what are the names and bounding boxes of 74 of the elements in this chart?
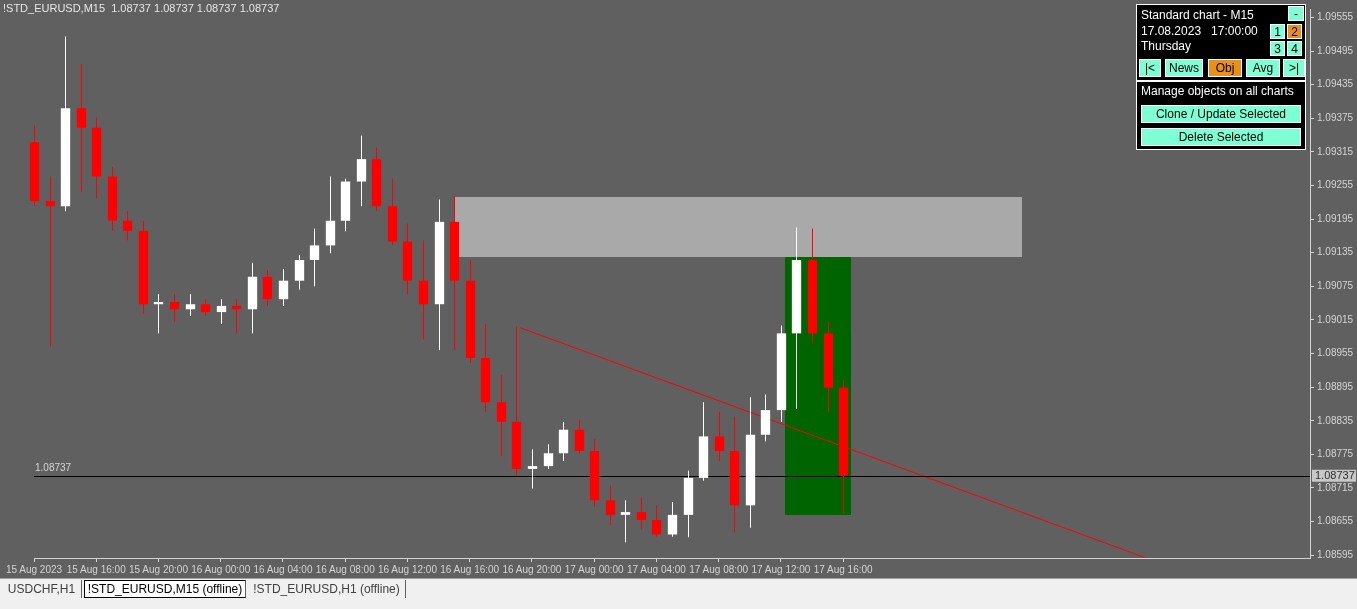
candlestick bbox=[294, 254, 305, 291]
y-tick-label: 1.08955 bbox=[1317, 347, 1354, 359]
candlestick bbox=[667, 501, 678, 538]
x-tick-label: 15 Aug 16:00 bbox=[66, 563, 127, 575]
x-tick-label: 17 Aug 08:00 bbox=[689, 563, 749, 575]
x-tick-label: 16 Aug 12:00 bbox=[377, 563, 438, 575]
candlestick bbox=[714, 411, 725, 462]
candlestick bbox=[169, 293, 180, 323]
button: >| bbox=[1283, 59, 1305, 77]
x-tick-label: 17 Aug 00:00 bbox=[564, 563, 625, 575]
x-tick-label: 16 Aug 20:00 bbox=[502, 563, 562, 575]
candlestick bbox=[45, 176, 56, 347]
candlestick bbox=[262, 269, 273, 307]
x-tick-label: 17 Aug 16:00 bbox=[813, 563, 874, 575]
y-tick-label: 1.09315 bbox=[1317, 145, 1354, 157]
y-tick-label: 1.09015 bbox=[1317, 313, 1354, 325]
y-tick-label: 1.09075 bbox=[1317, 280, 1354, 292]
y-tick-label: 1.09495 bbox=[1317, 44, 1354, 56]
candlestick bbox=[216, 298, 227, 325]
x-tick-label: 16 Aug 00:00 bbox=[191, 563, 251, 575]
candlestick bbox=[309, 228, 320, 287]
x-tick-label: 16 Aug 04:00 bbox=[253, 563, 313, 575]
y-tick-label: 1.09135 bbox=[1317, 246, 1354, 258]
y-tick-label: 1.09255 bbox=[1317, 179, 1354, 191]
y-tick-label: 1.09555 bbox=[1317, 11, 1354, 23]
annotation: 17.08.2023 17:00:00 bbox=[1141, 24, 1258, 38]
y-tick-label: 1.08715 bbox=[1317, 481, 1354, 493]
button: 1 bbox=[1270, 24, 1285, 39]
y-tick-label: 1.08835 bbox=[1317, 414, 1354, 426]
candlestick bbox=[620, 499, 631, 543]
candlestick bbox=[651, 504, 662, 538]
button: Delete Selected bbox=[1141, 128, 1301, 146]
button: Clone / Update Selected bbox=[1141, 105, 1301, 123]
candlestick bbox=[185, 293, 196, 317]
button: 3 bbox=[1270, 41, 1285, 56]
tab: !STD_EURUSD,M15 (offline) bbox=[84, 580, 246, 598]
x-tick-label: 17 Aug 12:00 bbox=[751, 563, 811, 575]
x-tick-label: 17 Aug 04:00 bbox=[626, 563, 687, 575]
candlestick bbox=[543, 443, 554, 470]
annotation: Manage objects on all charts bbox=[1141, 84, 1294, 98]
y-tick-label: 1.08895 bbox=[1317, 380, 1354, 392]
ref-line-label: 1.08737 bbox=[35, 462, 72, 474]
y-tick-label: 1.09195 bbox=[1317, 212, 1354, 224]
candlestick bbox=[558, 421, 569, 462]
text: 1.08737 bbox=[1315, 468, 1355, 481]
candlestick bbox=[636, 497, 647, 530]
x-tick-label: 15 Aug 20:00 bbox=[129, 563, 189, 575]
y-tick-label: 1.09375 bbox=[1317, 111, 1354, 123]
x-tick-label: 16 Aug 08:00 bbox=[315, 563, 376, 575]
x-tick-label: 15 Aug 2023 bbox=[5, 563, 63, 575]
y-tick-label: 1.08775 bbox=[1317, 448, 1354, 460]
button: News bbox=[1165, 59, 1203, 77]
button: Avg bbox=[1246, 59, 1280, 77]
chart-title: !STD_EURUSD,M15 1.08737 1.08737 1.08737 1.08737 bbox=[3, 2, 280, 14]
annotation: Standard chart - M15 bbox=[1141, 8, 1254, 22]
candlestick bbox=[76, 63, 87, 193]
button: - bbox=[1288, 6, 1304, 21]
y-tick-label: 1.09435 bbox=[1317, 78, 1354, 90]
y-tick-label: 1.08655 bbox=[1317, 515, 1354, 527]
y-tick-label: 1.08595 bbox=[1317, 548, 1354, 560]
button: Obj bbox=[1208, 59, 1242, 77]
x-tick-label: 16 Aug 16:00 bbox=[440, 563, 500, 575]
button: 2 bbox=[1287, 24, 1302, 39]
annotation: Thursday bbox=[1141, 39, 1192, 53]
candlestick bbox=[527, 448, 538, 490]
candlestick bbox=[605, 485, 616, 526]
candlestick bbox=[122, 210, 133, 241]
button: |< bbox=[1139, 59, 1161, 77]
candlestick bbox=[278, 268, 289, 307]
button: 4 bbox=[1287, 41, 1302, 56]
candlestick bbox=[496, 374, 507, 457]
candlestick bbox=[356, 135, 367, 207]
candlestick bbox=[574, 419, 585, 454]
candlestick bbox=[418, 239, 429, 341]
